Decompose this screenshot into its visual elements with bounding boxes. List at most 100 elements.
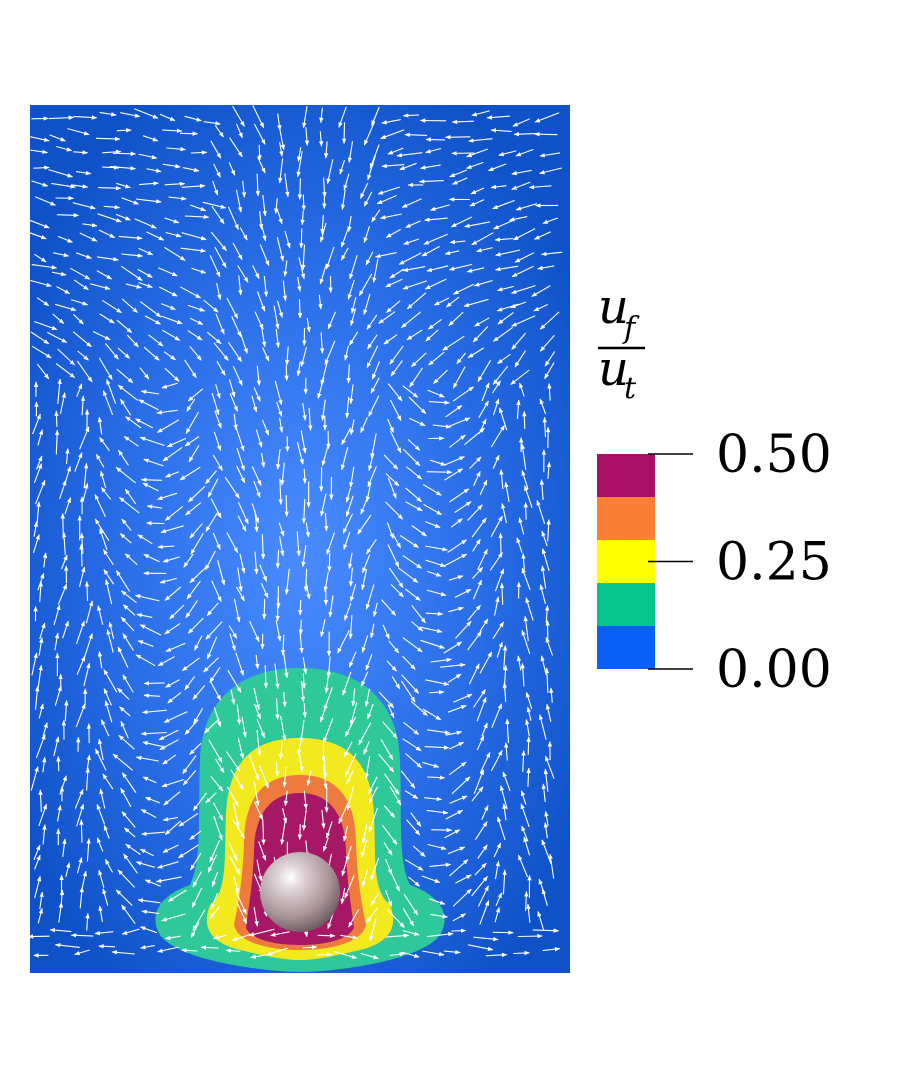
velocity-arrow	[411, 352, 427, 368]
velocity-arrow	[526, 767, 531, 787]
velocity-arrow	[117, 687, 130, 700]
velocity-arrow	[323, 718, 334, 744]
velocity-arrow	[156, 419, 180, 433]
velocity-arrow	[424, 796, 443, 802]
velocity-arrow	[121, 811, 136, 828]
velocity-arrow	[276, 401, 283, 417]
velocity-arrow	[143, 458, 164, 467]
velocity-arrow	[47, 331, 68, 343]
velocity-arrow	[513, 131, 538, 137]
velocity-arrow	[344, 345, 349, 361]
velocity-arrow	[117, 869, 135, 888]
velocity-arrow	[473, 689, 486, 708]
velocity-arrow	[402, 385, 419, 398]
velocity-arrow	[164, 820, 181, 836]
velocity-arrow	[516, 655, 522, 671]
velocity-arrow	[403, 721, 420, 735]
colorbar-band-0	[597, 626, 655, 669]
velocity-arrow	[224, 476, 240, 499]
velocity-arrow	[321, 442, 330, 467]
velocity-arrow	[61, 531, 67, 556]
velocity-arrow	[280, 634, 286, 656]
velocity-arrow	[115, 466, 137, 484]
velocity-arrow	[548, 853, 555, 879]
velocity-arrow	[424, 217, 448, 222]
velocity-arrow	[64, 465, 71, 483]
velocity-arrow	[544, 667, 550, 693]
velocity-arrow	[402, 738, 422, 752]
velocity-arrow	[385, 228, 401, 238]
velocity-arrow	[517, 854, 529, 878]
velocity-arrow	[216, 282, 222, 301]
velocity-arrow	[79, 819, 84, 843]
velocity-arrow	[75, 703, 86, 728]
velocity-arrow	[144, 796, 161, 804]
velocity-arrow	[124, 553, 138, 566]
velocity-arrow	[296, 147, 302, 162]
velocity-arrow	[301, 809, 307, 831]
velocity-arrow	[445, 809, 464, 820]
velocity-arrow	[401, 951, 420, 958]
velocity-arrow	[282, 280, 288, 302]
velocity-arrow	[370, 433, 377, 459]
velocity-arrow	[32, 534, 40, 553]
velocity-arrow	[103, 824, 110, 839]
velocity-arrow	[297, 276, 302, 292]
velocity-arrow	[547, 383, 552, 401]
velocity-arrow	[232, 803, 240, 828]
velocity-arrow	[425, 611, 444, 617]
velocity-arrow	[495, 249, 521, 257]
velocity-arrow	[263, 664, 269, 689]
velocity-arrow	[41, 756, 47, 773]
velocity-arrow	[105, 579, 113, 605]
velocity-arrow	[541, 783, 547, 803]
velocity-arrow	[525, 718, 530, 737]
velocity-arrow	[137, 898, 161, 904]
velocity-arrow	[502, 803, 507, 821]
velocity-arrow	[34, 479, 46, 505]
velocity-arrow	[368, 786, 378, 804]
velocity-arrow	[501, 502, 508, 524]
velocity-arrow	[523, 836, 531, 856]
velocity-arrow	[479, 900, 490, 925]
colorbar-title-denominator: u	[598, 341, 629, 397]
velocity-arrow	[254, 551, 259, 575]
velocity-arrow	[360, 952, 380, 960]
velocity-arrow	[380, 739, 394, 761]
velocity-arrow	[386, 909, 405, 928]
velocity-arrow	[99, 788, 106, 809]
velocity-arrow	[474, 821, 488, 841]
velocity-arrow	[162, 754, 177, 765]
velocity-arrow	[468, 138, 493, 143]
velocity-arrow	[328, 595, 334, 618]
velocity-arrow	[404, 790, 419, 800]
velocity-arrow	[236, 448, 245, 472]
velocity-arrow	[425, 559, 446, 567]
velocity-arrow	[280, 820, 286, 846]
velocity-arrow	[449, 795, 468, 804]
velocity-arrow	[454, 501, 472, 513]
velocity-arrow	[123, 827, 136, 838]
velocity-arrow	[212, 934, 227, 940]
velocity-arrow	[404, 859, 424, 871]
velocity-arrow	[102, 390, 114, 415]
velocity-arrow	[326, 532, 336, 555]
velocity-arrow	[57, 235, 74, 243]
velocity-arrow	[347, 552, 353, 570]
velocity-arrow	[296, 151, 303, 178]
velocity-arrow	[86, 838, 91, 862]
velocity-arrow	[428, 400, 450, 405]
velocity-arrow	[208, 739, 223, 763]
velocity-arrow	[511, 265, 534, 278]
velocity-arrow	[363, 741, 370, 755]
velocity-arrow	[344, 875, 355, 899]
velocity-arrow	[142, 135, 159, 142]
velocity-arrow	[347, 141, 354, 164]
velocity-arrow	[81, 870, 87, 890]
velocity-arrow	[377, 186, 400, 195]
velocity-arrow	[385, 933, 410, 938]
velocity-arrow	[420, 164, 441, 170]
velocity-arrow	[31, 180, 49, 187]
velocity-arrow	[342, 825, 349, 842]
velocity-arrow	[406, 329, 423, 341]
